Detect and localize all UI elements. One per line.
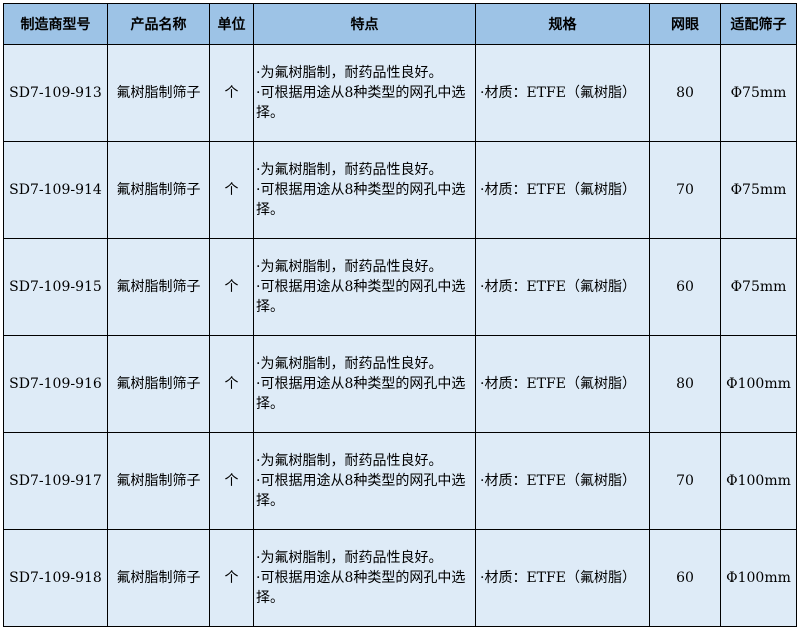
cell-mesh: 60: [649, 238, 721, 336]
cell-spec: ·材质：ETFE（氟树脂）: [475, 44, 650, 142]
header-features: 特点: [253, 3, 476, 45]
cell-features: ·为氟树脂制，耐药品性良好。 ·可根据用途从8种类型的网孔中选择。: [253, 335, 476, 433]
cell-mesh: 80: [649, 335, 721, 433]
cell-features: ·为氟树脂制，耐药品性良好。 ·可根据用途从8种类型的网孔中选择。: [253, 432, 476, 530]
table-row: SD7-109-917 氟树脂制筛子 个 ·为氟树脂制，耐药品性良好。 ·可根据…: [3, 432, 797, 530]
cell-unit: 个: [209, 44, 254, 142]
feature-line: ·可根据用途从8种类型的网孔中选择。: [256, 473, 466, 509]
cell-sieve: Φ100mm: [720, 335, 797, 433]
cell-spec: ·材质：ETFE（氟树脂）: [475, 432, 650, 530]
cell-sieve: Φ100mm: [720, 529, 797, 627]
cell-product: 氟树脂制筛子: [107, 44, 210, 142]
cell-mesh: 70: [649, 432, 721, 530]
cell-unit: 个: [209, 141, 254, 239]
cell-model: SD7-109-915: [3, 238, 108, 336]
cell-sieve: Φ100mm: [720, 432, 797, 530]
cell-product: 氟树脂制筛子: [107, 238, 210, 336]
cell-spec: ·材质：ETFE（氟树脂）: [475, 335, 650, 433]
feature-line: ·可根据用途从8种类型的网孔中选择。: [256, 376, 466, 412]
feature-line: ·为氟树脂制，耐药品性良好。: [256, 65, 443, 81]
cell-sieve: Φ75mm: [720, 141, 797, 239]
header-compatible-sieve: 适配筛子: [720, 3, 797, 45]
table-row: SD7-109-914 氟树脂制筛子 个 ·为氟树脂制，耐药品性良好。 ·可根据…: [3, 141, 797, 239]
cell-features: ·为氟树脂制，耐药品性良好。 ·可根据用途从8种类型的网孔中选择。: [253, 141, 476, 239]
cell-model: SD7-109-914: [3, 141, 108, 239]
cell-model: SD7-109-917: [3, 432, 108, 530]
cell-unit: 个: [209, 432, 254, 530]
cell-product: 氟树脂制筛子: [107, 529, 210, 627]
cell-unit: 个: [209, 335, 254, 433]
feature-line: ·可根据用途从8种类型的网孔中选择。: [256, 570, 466, 606]
table-row: SD7-109-913 氟树脂制筛子 个 ·为氟树脂制，耐药品性良好。 ·可根据…: [3, 44, 797, 142]
header-unit: 单位: [209, 3, 254, 45]
cell-features: ·为氟树脂制，耐药品性良好。 ·可根据用途从8种类型的网孔中选择。: [253, 238, 476, 336]
header-product-name: 产品名称: [107, 3, 210, 45]
cell-product: 氟树脂制筛子: [107, 141, 210, 239]
cell-unit: 个: [209, 238, 254, 336]
cell-mesh: 70: [649, 141, 721, 239]
cell-model: SD7-109-918: [3, 529, 108, 627]
cell-spec: ·材质：ETFE（氟树脂）: [475, 238, 650, 336]
feature-line: ·可根据用途从8种类型的网孔中选择。: [256, 85, 466, 121]
cell-features: ·为氟树脂制，耐药品性良好。 ·可根据用途从8种类型的网孔中选择。: [253, 529, 476, 627]
cell-features: ·为氟树脂制，耐药品性良好。 ·可根据用途从8种类型的网孔中选择。: [253, 44, 476, 142]
cell-model: SD7-109-913: [3, 44, 108, 142]
cell-mesh: 80: [649, 44, 721, 142]
table-row: SD7-109-918 氟树脂制筛子 个 ·为氟树脂制，耐药品性良好。 ·可根据…: [3, 529, 797, 627]
feature-line: ·为氟树脂制，耐药品性良好。: [256, 259, 443, 275]
cell-unit: 个: [209, 529, 254, 627]
cell-product: 氟树脂制筛子: [107, 432, 210, 530]
table-row: SD7-109-916 氟树脂制筛子 个 ·为氟树脂制，耐药品性良好。 ·可根据…: [3, 335, 797, 433]
feature-line: ·为氟树脂制，耐药品性良好。: [256, 550, 443, 566]
header-manufacturer-model: 制造商型号: [3, 3, 108, 45]
header-row: 制造商型号 产品名称 单位 特点 规格 网眼 适配筛子: [3, 3, 797, 45]
header-spec: 规格: [475, 3, 650, 45]
feature-line: ·为氟树脂制，耐药品性良好。: [256, 453, 443, 469]
header-mesh: 网眼: [649, 3, 721, 45]
cell-mesh: 60: [649, 529, 721, 627]
cell-product: 氟树脂制筛子: [107, 335, 210, 433]
feature-line: ·为氟树脂制，耐药品性良好。: [256, 356, 443, 372]
table-row: SD7-109-915 氟树脂制筛子 个 ·为氟树脂制，耐药品性良好。 ·可根据…: [3, 238, 797, 336]
cell-sieve: Φ75mm: [720, 44, 797, 142]
cell-spec: ·材质：ETFE（氟树脂）: [475, 529, 650, 627]
cell-model: SD7-109-916: [3, 335, 108, 433]
feature-line: ·为氟树脂制，耐药品性良好。: [256, 162, 443, 178]
product-spec-table: 制造商型号 产品名称 单位 特点 规格 网眼 适配筛子 SD7-109-913 …: [3, 3, 797, 627]
feature-line: ·可根据用途从8种类型的网孔中选择。: [256, 279, 466, 315]
cell-sieve: Φ75mm: [720, 238, 797, 336]
feature-line: ·可根据用途从8种类型的网孔中选择。: [256, 182, 466, 218]
cell-spec: ·材质：ETFE（氟树脂）: [475, 141, 650, 239]
